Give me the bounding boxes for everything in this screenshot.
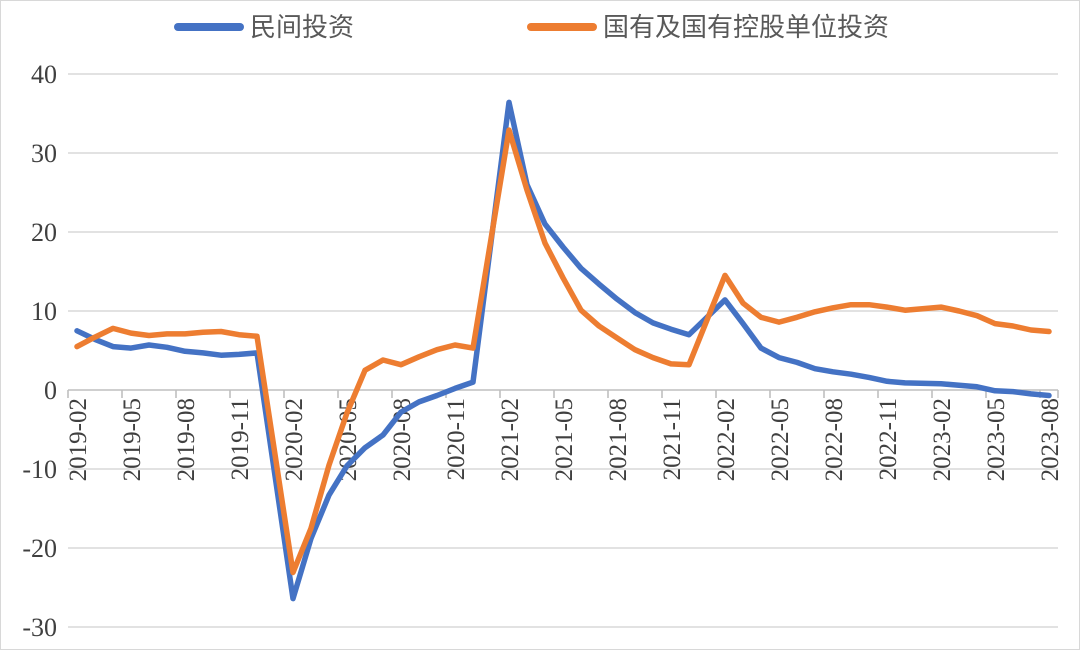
x-axis-label: 2019-02 — [65, 398, 92, 481]
x-axis-label: 2020-02 — [281, 398, 308, 481]
x-axis-label: 2021-02 — [497, 398, 524, 481]
x-axis-label: 2023-05 — [983, 398, 1010, 481]
series-line-soe-investment — [74, 127, 1052, 576]
x-axis-label: 2021-05 — [551, 398, 578, 481]
x-axis-label: 2023-08 — [1037, 398, 1064, 481]
legend-label-private-investment: 民间投资 — [250, 12, 354, 42]
series-line-private-investment — [74, 99, 1052, 602]
x-axis-label: 2022-05 — [767, 398, 794, 481]
x-axis-label: 2022-11 — [875, 398, 902, 480]
x-axis-label: 2022-02 — [713, 398, 740, 481]
y-axis-label: -10 — [22, 455, 57, 484]
y-axis-label: 0 — [44, 376, 57, 405]
legend-label-soe-investment: 国有及国有控股单位投资 — [603, 12, 889, 42]
y-axis-label: 30 — [31, 139, 57, 168]
x-axis-label: 2019-08 — [173, 398, 200, 481]
x-axis-label: 2019-11 — [227, 398, 254, 480]
y-axis-label: -30 — [22, 613, 57, 642]
y-axis-label: -20 — [22, 534, 57, 563]
x-axis-label: 2021-08 — [605, 398, 632, 481]
y-axis-label: 40 — [31, 60, 57, 89]
y-axis-label: 10 — [31, 297, 57, 326]
x-axis-label: 2022-08 — [821, 398, 848, 481]
x-axis-label: 2023-02 — [929, 398, 956, 481]
y-axis-label: 20 — [31, 218, 57, 247]
x-axis-label: 2019-05 — [119, 398, 146, 481]
x-axis-label: 2020-11 — [443, 398, 470, 480]
x-axis-label: 2021-11 — [659, 398, 686, 480]
